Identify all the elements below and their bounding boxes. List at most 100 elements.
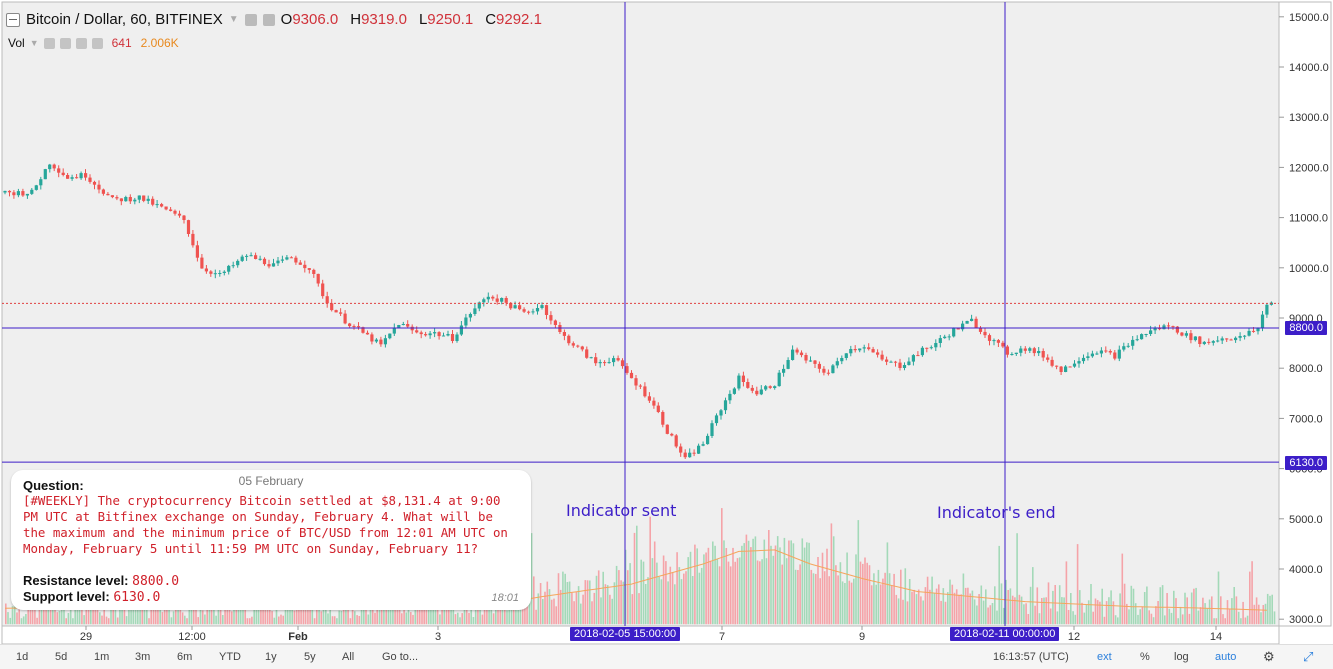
- volume-label[interactable]: Vol: [8, 36, 25, 50]
- candle-body: [392, 328, 396, 334]
- chevron-down-icon[interactable]: ▼: [29, 38, 39, 48]
- volume-bar: [94, 603, 97, 625]
- volume-bar: [653, 541, 656, 625]
- ext-toggle[interactable]: ext: [1097, 651, 1112, 663]
- range-6m[interactable]: 6m: [177, 651, 193, 663]
- volume-bar: [284, 605, 287, 625]
- volume-bar: [557, 573, 560, 625]
- candle-body: [137, 195, 141, 200]
- candle-body: [213, 273, 217, 275]
- symbol-title[interactable]: Bitcoin / Dollar, 60, BITFINEX: [26, 11, 223, 28]
- candle-body: [697, 445, 701, 454]
- volume-bar: [727, 561, 730, 625]
- candle-body: [415, 330, 419, 333]
- volume-bar: [461, 613, 463, 625]
- volume-bar: [609, 594, 611, 625]
- volume-bar: [895, 594, 898, 625]
- candle-body: [1090, 353, 1094, 357]
- volume-bar: [264, 597, 267, 625]
- fullscreen-icon[interactable]: ⤢: [1303, 649, 1314, 664]
- volume-bar: [248, 618, 251, 625]
- volume-bar: [186, 618, 188, 625]
- volume-bar: [18, 601, 20, 625]
- volume-bar: [642, 561, 645, 625]
- volume-bar: [729, 566, 732, 625]
- log-toggle[interactable]: log: [1174, 651, 1189, 663]
- volume-bar: [1103, 616, 1106, 625]
- eye-icon[interactable]: [43, 37, 55, 49]
- resistance-value: 8800.0: [132, 574, 180, 589]
- candle-body: [1055, 365, 1059, 367]
- candle-body: [974, 318, 978, 328]
- candle-body: [706, 435, 710, 445]
- range-1m[interactable]: 1m: [94, 651, 110, 663]
- collapse-icon[interactable]: [6, 12, 20, 27]
- volume-bar: [1258, 604, 1260, 625]
- candle-body: [647, 396, 651, 401]
- volume-bar: [917, 589, 920, 625]
- candle-body: [401, 324, 405, 325]
- candle-body: [598, 362, 602, 364]
- candle-body: [477, 302, 481, 309]
- volume-bar: [1049, 608, 1052, 625]
- range-3m[interactable]: 3m: [135, 651, 151, 663]
- range-ytd[interactable]: YTD: [219, 651, 241, 663]
- candle-body: [124, 197, 128, 202]
- volume-bar: [1237, 611, 1240, 625]
- volume-bar: [915, 594, 918, 625]
- volume-bar: [593, 592, 596, 625]
- goto-button[interactable]: Go to...: [382, 651, 419, 663]
- volume-bar: [597, 570, 600, 625]
- volume-bar: [336, 618, 338, 625]
- range-1d[interactable]: 1d: [16, 651, 29, 663]
- volume-bar: [1226, 600, 1229, 625]
- add-icon[interactable]: [75, 37, 87, 49]
- candle-body: [1202, 341, 1206, 344]
- volume-bar: [492, 613, 495, 625]
- range-all[interactable]: All: [342, 651, 355, 663]
- volume-bar: [1139, 609, 1141, 625]
- candle-body: [334, 310, 338, 313]
- candle-body: [1023, 348, 1027, 351]
- volume-bar: [83, 615, 85, 625]
- end-time-tag: 2018-02-11 00:00:00: [950, 627, 1060, 641]
- volume-bar: [801, 538, 804, 625]
- eye-icon[interactable]: [244, 13, 257, 26]
- volume-bar: [640, 559, 642, 625]
- auto-toggle[interactable]: auto: [1215, 651, 1237, 663]
- volume-bar: [1123, 583, 1126, 625]
- price-axis[interactable]: [1278, 1, 1332, 627]
- candle-body: [222, 271, 226, 273]
- range-5y[interactable]: 5y: [304, 651, 316, 663]
- volume-bar: [148, 618, 150, 625]
- volume-bar: [1090, 584, 1092, 625]
- message-date: 05 February: [238, 474, 304, 488]
- volume-bar: [546, 581, 549, 625]
- candle-body: [245, 255, 249, 257]
- gear-icon[interactable]: ⚙: [1263, 649, 1275, 664]
- volume-bar: [360, 599, 363, 625]
- volume-bar: [781, 564, 783, 625]
- range-5d[interactable]: 5d: [55, 651, 68, 663]
- volume-bar: [660, 579, 663, 625]
- volume-bar: [774, 545, 777, 625]
- volume-bar: [721, 508, 723, 625]
- volume-bar: [1197, 610, 1200, 625]
- candle-body: [1059, 366, 1063, 372]
- volume-bar: [414, 600, 417, 625]
- percent-toggle[interactable]: %: [1140, 651, 1150, 663]
- settings-icon[interactable]: [262, 13, 275, 26]
- volume-bar: [613, 582, 616, 625]
- close-icon[interactable]: [91, 37, 103, 49]
- candle-body: [952, 328, 956, 337]
- candle-body: [862, 347, 866, 349]
- candle-body: [388, 333, 392, 339]
- volume-bar: [329, 598, 331, 625]
- volume-bar: [828, 576, 830, 625]
- volume-bar: [960, 594, 962, 625]
- candle-body: [522, 309, 526, 312]
- y-tick-label: 10000.0: [1289, 263, 1329, 275]
- settings-icon[interactable]: [59, 37, 71, 49]
- chevron-down-icon[interactable]: ▼: [228, 14, 239, 25]
- range-1y[interactable]: 1y: [265, 651, 277, 663]
